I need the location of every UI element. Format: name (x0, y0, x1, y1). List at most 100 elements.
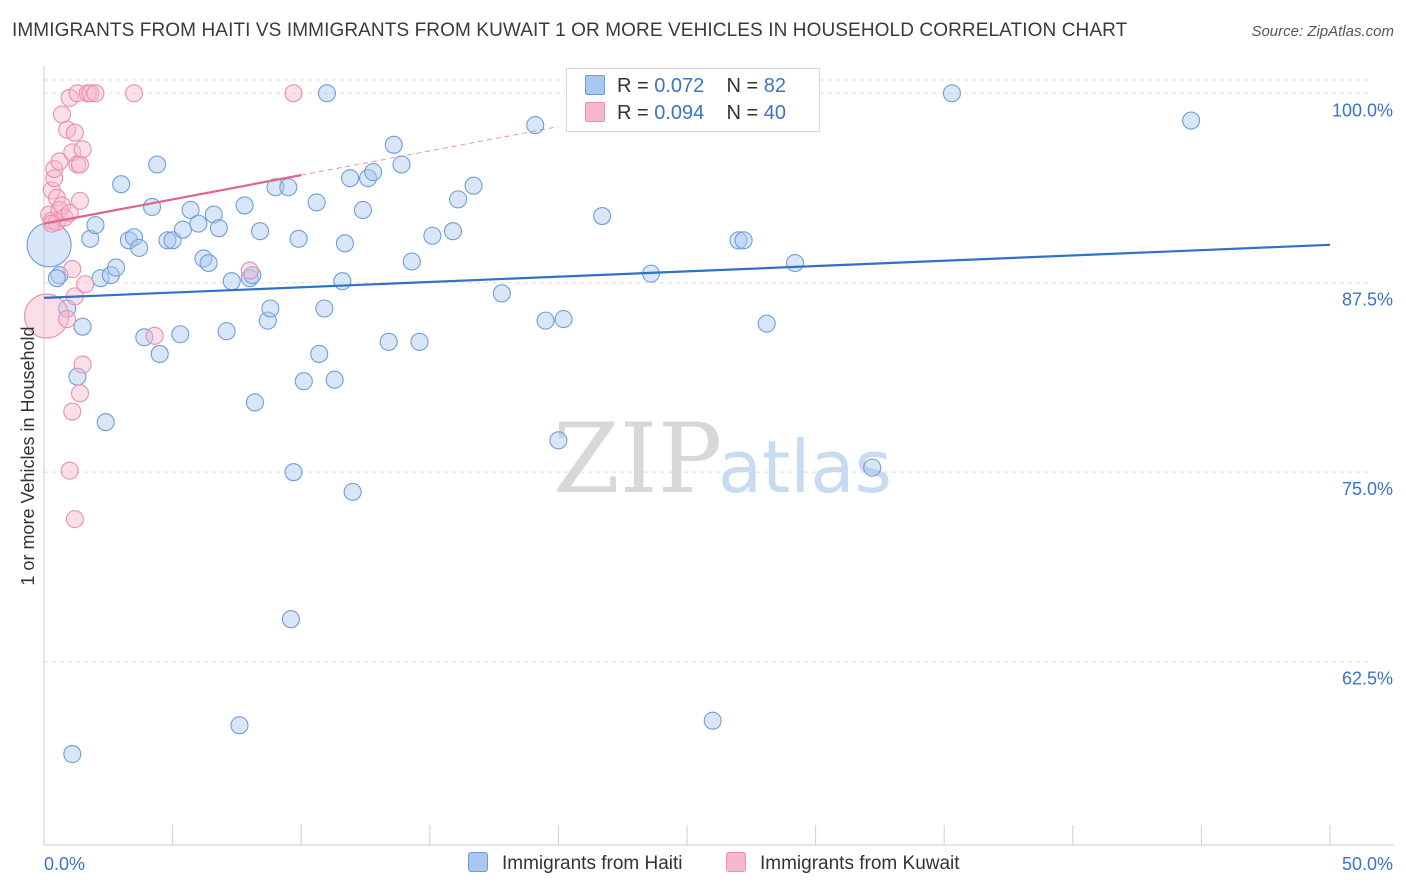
haiti-point (142, 197, 162, 216)
haiti-point (384, 135, 403, 154)
haiti-n-label: N = (726, 75, 759, 97)
haiti-point (240, 269, 259, 288)
axes (43, 66, 1394, 846)
legend-row-kuwait: R = 0.094 N = 40 (585, 102, 786, 126)
haiti-point (209, 219, 228, 238)
haiti-point (86, 216, 105, 235)
haiti-points (26, 84, 1201, 764)
haiti-point (261, 299, 280, 318)
haiti-point (112, 175, 131, 194)
haiti-point (443, 222, 462, 241)
haiti-point (245, 393, 264, 412)
haiti-r-label: R = (617, 75, 649, 97)
kuwait-point (45, 169, 64, 188)
haiti-point (734, 231, 753, 250)
haiti-point (549, 431, 568, 450)
kuwait-point (73, 140, 92, 159)
haiti-point (310, 344, 329, 364)
haiti-point (379, 332, 398, 351)
bottom-kuwait-label: Immigrants from Kuwait (760, 853, 960, 874)
haiti-point (423, 226, 442, 245)
kuwait-point (76, 275, 95, 294)
haiti-point (942, 84, 961, 103)
kuwait-swatch (585, 102, 605, 122)
haiti-point (1182, 111, 1201, 130)
haiti-point (171, 325, 190, 344)
haiti-point (173, 220, 192, 239)
y-tick-label: 75.0% (1342, 479, 1393, 499)
bottom-haiti-swatch (468, 852, 488, 872)
haiti-point (757, 314, 776, 333)
kuwait-n-value: 40 (763, 102, 787, 124)
haiti-point (284, 463, 303, 482)
haiti-point (785, 253, 805, 273)
haiti-point (464, 176, 483, 195)
watermark-zip: ZIP (553, 403, 722, 515)
kuwait-point (52, 105, 72, 124)
haiti-point (181, 200, 200, 220)
haiti-point (315, 299, 334, 318)
haiti-point (199, 253, 218, 273)
haiti-point (410, 332, 429, 351)
haiti-point (106, 258, 126, 277)
haiti-point (148, 155, 167, 174)
watermark-atlas: atlas (718, 425, 892, 509)
haiti-point (863, 458, 882, 477)
y-tick-label: 62.5% (1342, 669, 1393, 689)
kuwait-point (86, 84, 105, 103)
haiti-point (402, 252, 421, 271)
haiti-point (73, 317, 92, 336)
haiti-point (325, 370, 344, 389)
haiti-point (364, 163, 383, 182)
haiti-point (289, 229, 308, 248)
haiti-point (703, 711, 722, 730)
kuwait-points (24, 84, 303, 529)
kuwait-point (284, 84, 303, 103)
chart-title: IMMIGRANTS FROM HAITI VS IMMIGRANTS FROM… (12, 20, 1128, 41)
haiti-point (729, 231, 748, 250)
haiti-point (353, 200, 372, 220)
haiti-point (158, 231, 177, 250)
haiti-point (536, 311, 555, 330)
haiti-point (449, 190, 468, 209)
haiti-point (281, 610, 300, 629)
haiti-point (341, 169, 360, 188)
kuwait-point (73, 355, 92, 374)
haiti-point (307, 193, 326, 212)
haiti-point (217, 322, 236, 341)
tick-labels: 100.0% 87.5% 75.0% 62.5% 0.0% 50.0% (44, 100, 1393, 874)
haiti-swatch (585, 75, 605, 95)
haiti-point (333, 272, 352, 291)
kuwait-r-label: R = (617, 102, 649, 124)
haiti-point (593, 206, 612, 226)
kuwait-point (145, 326, 164, 345)
kuwait-point (65, 510, 84, 529)
haiti-point (235, 196, 254, 215)
kuwait-point (70, 155, 90, 174)
haiti-point (492, 284, 511, 303)
haiti-point (335, 234, 354, 253)
bottom-legend-haiti: Immigrants from Haiti (468, 852, 683, 875)
haiti-point (343, 482, 362, 501)
kuwait-point (124, 84, 144, 103)
haiti-point (47, 269, 66, 288)
haiti-point (91, 269, 110, 288)
haiti-point (189, 214, 208, 233)
source-label: Source: ZipAtlas.com (1251, 23, 1394, 40)
haiti-point (250, 222, 270, 241)
kuwait-point (42, 214, 61, 233)
y-axis-label: 1 or more Vehicles in Household (18, 326, 38, 585)
haiti-point (96, 413, 115, 432)
y-tick-label: 87.5% (1342, 290, 1393, 310)
haiti-point (266, 178, 285, 197)
kuwait-point (70, 384, 90, 403)
haiti-point (81, 229, 100, 248)
kuwait-point (50, 152, 69, 171)
kuwait-trend-extension (301, 126, 559, 176)
haiti-point (392, 155, 411, 174)
x-tick-label: 0.0% (44, 854, 85, 874)
haiti-point (222, 272, 241, 291)
haiti-point (526, 116, 545, 135)
kuwait-n-label: N = (726, 102, 759, 124)
legend-row-haiti: R = 0.072 N = 82 (585, 75, 786, 99)
